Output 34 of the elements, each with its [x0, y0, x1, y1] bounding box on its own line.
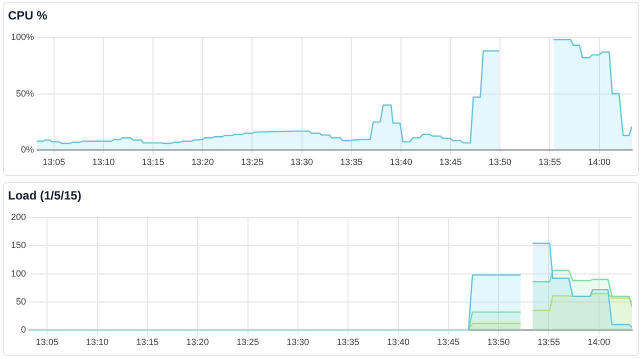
y-tick-label: 50: [16, 296, 26, 306]
y-tick-label: 100%: [10, 32, 34, 42]
x-tick-label: 13:35: [340, 157, 363, 168]
y-tick-label: 100: [10, 268, 26, 278]
x-tick-label: 13:40: [386, 337, 410, 348]
x-tick-label: 13:50: [487, 337, 510, 348]
x-tick-label: 13:30: [290, 157, 314, 168]
x-tick-label: 13:40: [390, 157, 412, 168]
y-tick-label: 200: [10, 212, 26, 222]
x-tick-label: 13:20: [186, 337, 209, 348]
x-tick-label: 13:45: [437, 337, 460, 348]
x-tick-label: 13:35: [336, 337, 360, 348]
x-tick-label: 13:20: [191, 157, 214, 168]
x-tick-label: 13:45: [439, 157, 462, 168]
x-tick-label: 13:55: [538, 157, 561, 168]
x-tick-label: 13:30: [286, 337, 310, 348]
x-tick-label: 13:15: [136, 337, 159, 348]
x-tick-label: 14:00: [588, 157, 611, 168]
chart-title: Load (1/5/15): [8, 188, 82, 203]
y-tick-label: 0%: [21, 144, 34, 155]
x-tick-label: 13:50: [488, 157, 512, 168]
x-tick-label: 13:55: [537, 337, 560, 348]
x-tick-label: 13:10: [92, 157, 115, 168]
x-tick-label: 13:10: [86, 337, 109, 348]
x-tick-label: 13:25: [240, 157, 264, 168]
x-tick-label: 13:05: [36, 337, 58, 348]
y-tick-label: 0: [21, 324, 26, 335]
y-tick-label: 50%: [16, 88, 34, 98]
x-tick-label: 13:05: [42, 157, 66, 168]
x-tick-label: 13:25: [236, 337, 260, 348]
x-tick-label: 14:00: [588, 337, 610, 348]
y-tick-label: 150: [10, 240, 26, 250]
x-tick-label: 13:15: [142, 157, 164, 168]
chart-title: CPU %: [8, 8, 48, 23]
